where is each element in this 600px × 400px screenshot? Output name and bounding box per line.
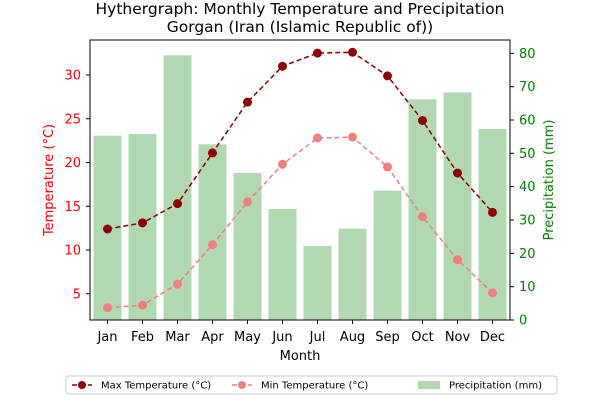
y-left-tick-label-25: 25 <box>64 112 81 127</box>
min-temp-point-jan <box>103 303 112 313</box>
x-axis-label: Month <box>280 349 321 364</box>
min-temp-point-feb <box>138 300 147 310</box>
x-tick-label-aug: Aug <box>340 330 365 345</box>
max-temp-point-jan <box>103 224 112 234</box>
legend-max-temp-marker <box>78 381 86 389</box>
x-tick-label-sep: Sep <box>375 330 400 345</box>
min-temp-point-jun <box>278 159 287 169</box>
y-left-tick-label-30: 30 <box>64 69 81 84</box>
precip-bar-may <box>233 173 262 320</box>
max-temp-line <box>107 51 494 230</box>
x-tick-label-jan: Jan <box>96 330 117 345</box>
min-temp-point-sep <box>383 162 392 172</box>
temperature-lines <box>103 47 497 313</box>
legend-box <box>65 375 558 395</box>
y-left-tick-label-10: 10 <box>64 244 81 259</box>
x-tick-label-dec: Dec <box>480 330 505 345</box>
max-temp-point-sep <box>383 71 392 81</box>
precip-bar-mar <box>163 55 192 320</box>
precip-bar-dec <box>478 129 507 320</box>
min-temp-point-may <box>243 197 252 207</box>
y-axis-right-label: Precipitation (mm) <box>542 120 557 241</box>
legend-max-temp-label: Max Temperature (°C) <box>101 381 211 392</box>
x-tick-label-oct: Oct <box>411 330 433 345</box>
max-temp-point-aug <box>348 47 357 57</box>
y-axis-left: 5 10 15 20 25 30 <box>64 69 90 302</box>
max-temp-point-nov <box>453 168 462 178</box>
max-temp-point-apr <box>208 148 217 158</box>
x-tick-label-may: May <box>234 330 261 345</box>
precip-bar-jul <box>303 246 332 320</box>
legend-min-temp-marker <box>238 381 246 389</box>
y-right-tick-label-0: 0 <box>519 314 527 329</box>
max-temp-point-jun <box>278 61 287 71</box>
min-temp-point-nov <box>453 255 462 265</box>
min-temp-point-oct <box>418 212 427 222</box>
legend-precip-label: Precipitation (mm) <box>449 381 542 392</box>
plot-frame <box>89 39 511 321</box>
precipitation-bars <box>93 55 507 320</box>
x-tick-label-jun: Jun <box>271 330 292 345</box>
x-tick-label-jul: Jul <box>309 330 326 345</box>
min-temp-point-apr <box>208 240 217 250</box>
y-left-tick-label-20: 20 <box>64 156 81 171</box>
y-right-tick-label-40: 40 <box>519 180 536 195</box>
x-tick-label-apr: Apr <box>201 330 224 345</box>
precip-bar-jun <box>268 209 297 320</box>
max-temp-point-feb <box>138 218 147 228</box>
chart-title: Hythergraph: Monthly Temperature and Pre… <box>96 0 505 18</box>
precip-bar-nov <box>443 92 472 320</box>
y-axis-left-label: Temperature (°C) <box>42 124 57 237</box>
x-axis: Jan Feb Mar Apr May Jun Jul Aug Sep Oct Nov Dec <box>96 320 505 345</box>
y-right-tick-label-50: 50 <box>519 147 536 162</box>
x-tick-label-feb: Feb <box>131 330 154 345</box>
min-temp-point-dec <box>488 288 497 298</box>
min-temp-point-aug <box>348 132 357 142</box>
max-temp-point-mar <box>173 199 182 209</box>
x-tick-label-mar: Mar <box>165 330 190 345</box>
min-temp-point-mar <box>173 279 182 289</box>
y-right-tick-label-20: 20 <box>519 247 536 262</box>
y-left-tick-label-5: 5 <box>73 287 81 302</box>
max-temp-point-oct <box>418 116 427 125</box>
y-left-tick-label-15: 15 <box>64 200 81 215</box>
y-right-tick-label-30: 30 <box>519 214 536 229</box>
min-temp-point-jul <box>313 133 322 143</box>
x-tick-label-nov: Nov <box>445 330 471 345</box>
max-temp-point-may <box>243 97 252 107</box>
y-right-tick-label-60: 60 <box>519 114 536 129</box>
y-right-tick-label-10: 10 <box>519 280 536 295</box>
legend: Max Temperature (°C) Min Temperature (°C)… <box>65 375 558 395</box>
precip-bar-oct <box>408 99 437 320</box>
max-temp-point-dec <box>488 207 497 217</box>
chart-subtitle: Gorgan (Iran (Islamic Republic of)) <box>167 18 433 36</box>
legend-precip-swatch <box>418 381 440 389</box>
y-right-tick-label-80: 80 <box>519 47 536 62</box>
y-axis-right: 0 10 20 30 40 50 60 70 80 <box>510 47 536 329</box>
precip-bar-sep <box>373 190 402 320</box>
precip-bar-aug <box>338 228 367 320</box>
min-temp-line <box>107 136 494 309</box>
legend-min-temp-label: Min Temperature (°C) <box>261 381 368 392</box>
y-right-tick-label-70: 70 <box>519 80 536 95</box>
max-temp-point-jul <box>313 48 322 58</box>
